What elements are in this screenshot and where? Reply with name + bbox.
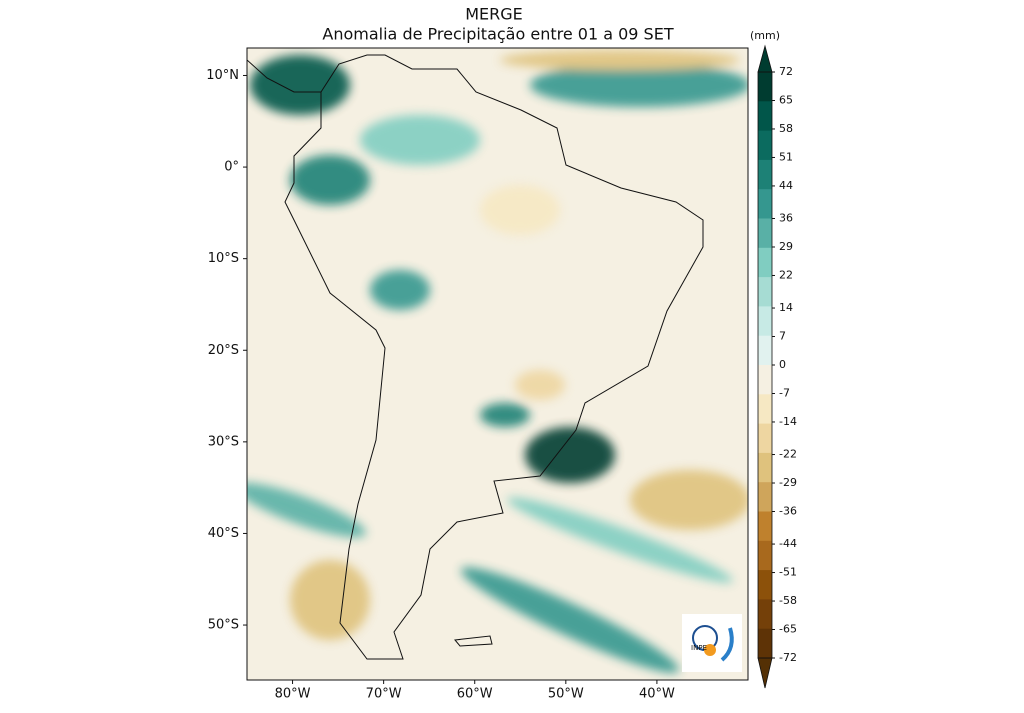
colorbar-band [758,130,772,161]
colorbar-band [758,159,772,190]
colorbar-tick-label: 44 [779,179,793,192]
colorbar-tick-label: 22 [779,268,793,281]
colorbar-band [758,218,772,249]
colorbar-tick-label: 65 [779,93,793,106]
colorbar-band [758,189,772,219]
colorbar-band [758,628,772,659]
colorbar-tick-label: 51 [779,150,793,163]
colorbar-band [758,423,772,454]
colorbar-tick-label: -44 [779,537,797,550]
colorbar-band [758,452,772,483]
x-tick-label: 60°W [457,687,493,702]
x-tick-label: 40°W [639,687,675,702]
y-tick-label: 50°S [208,618,239,633]
colorbar-tick-label: 58 [779,122,793,135]
y-tick-label: 30°S [208,434,239,449]
colorbar-tick-label: 7 [779,330,786,343]
colorbar-tick-label: -65 [779,623,797,636]
y-tick-label: 10°S [208,251,239,266]
colorbar-band [758,599,772,630]
title: MERGE [465,5,523,24]
colorbar-unit: (mm) [750,29,780,42]
colorbar-tick-label: -51 [779,566,797,579]
colorbar-band [758,277,772,307]
y-tick-label: 0° [224,160,239,175]
colorbar-band [758,335,772,366]
x-tick-label: 50°W [548,687,584,702]
colorbar-tick-label: -36 [779,505,797,518]
colorbar-tick-label: -22 [779,448,797,461]
y-tick-label: 10°N [206,68,239,83]
colorbar-tick-label: 72 [779,65,793,78]
colorbar-band [758,394,772,425]
colorbar-tick-label: -58 [779,594,797,607]
logo-text: INPE [691,644,707,652]
subtitle: Anomalia de Precipitação entre 01 a 09 S… [322,25,673,44]
colorbar-band [758,72,772,102]
colorbar-tick-label: 29 [779,240,793,253]
colorbar-band [758,306,772,337]
colorbar-band [758,247,772,278]
y-tick-label: 20°S [208,343,239,358]
colorbar-tick-label: 14 [779,301,793,314]
colorbar-tick-label: 0 [779,358,786,371]
colorbar-band [758,101,772,132]
colorbar-tick-label: -72 [779,651,797,664]
x-tick-label: 80°W [275,687,311,702]
colorbar-tick-label: 36 [779,212,793,225]
colorbar-band [758,511,772,542]
colorbar-under [757,657,773,689]
colorbar-band [758,540,772,571]
colorbar-tick-label: -14 [779,415,797,428]
colorbar-over [757,44,773,73]
y-tick-label: 40°S [208,526,239,541]
colorbar-tick-label: -29 [779,476,797,489]
colorbar-band [758,365,772,395]
x-tick-label: 70°W [366,687,402,702]
map-field [247,48,748,680]
colorbar-band [758,482,772,512]
colorbar-band [758,570,772,600]
colorbar-tick-label: -7 [779,386,790,399]
